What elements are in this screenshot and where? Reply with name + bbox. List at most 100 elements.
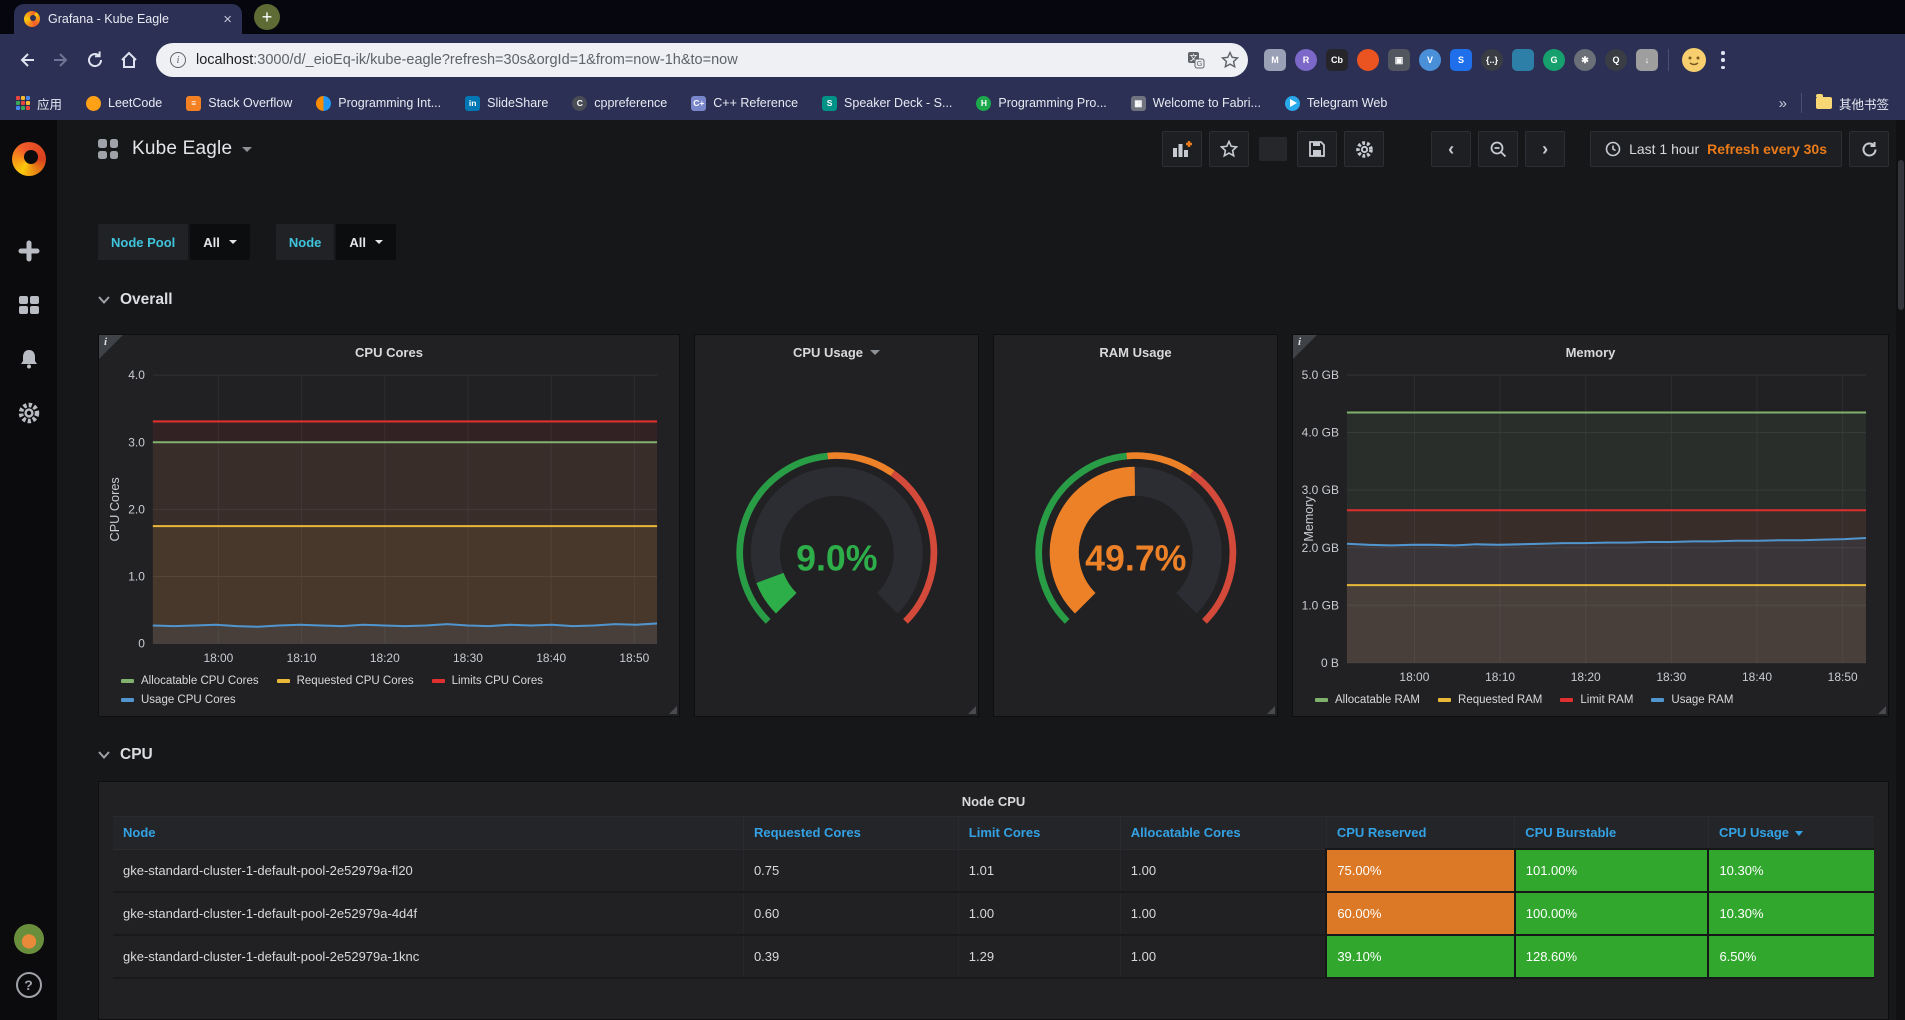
scrollbar-thumb[interactable] — [1898, 160, 1904, 310]
filter-value-dropdown[interactable]: All — [336, 224, 396, 260]
bookmark-star-icon[interactable] — [1218, 48, 1242, 72]
save-dashboard-button[interactable] — [1297, 131, 1337, 167]
column-header-node[interactable]: Node — [113, 817, 743, 850]
grafana-main: Kube Eagle ‹ — [57, 120, 1905, 1020]
scrollbar[interactable] — [1896, 120, 1905, 1020]
browser-profile-avatar[interactable] — [1679, 45, 1709, 75]
extension-grammarly-icon[interactable]: G — [1543, 49, 1565, 71]
column-header-cpu-usage[interactable]: CPU Usage — [1708, 817, 1874, 850]
time-picker-button[interactable]: Last 1 hour Refresh every 30s — [1590, 131, 1842, 167]
panel-info-icon[interactable]: i — [99, 335, 123, 359]
panel-resize-handle[interactable] — [968, 706, 976, 714]
extension-shield-m-icon[interactable]: M — [1264, 49, 1286, 71]
column-header-cpu-burstable[interactable]: CPU Burstable — [1515, 817, 1709, 850]
dashboard-settings-button[interactable] — [1344, 131, 1384, 167]
create-plus-icon[interactable] — [0, 224, 57, 278]
panel-title[interactable]: RAM Usage — [1002, 339, 1269, 365]
extension-r-icon[interactable]: R — [1295, 49, 1317, 71]
column-header-limit-cores[interactable]: Limit Cores — [958, 817, 1120, 850]
translate-icon[interactable]: 文G — [1184, 48, 1208, 72]
extension-v-icon[interactable]: V — [1419, 49, 1441, 71]
reload-button[interactable] — [80, 45, 110, 75]
star-dashboard-button[interactable] — [1209, 131, 1249, 167]
bookmark-hackerrank[interactable]: HProgramming Pro... — [976, 94, 1106, 113]
panel-menu-caret-icon[interactable] — [870, 350, 880, 355]
panel-title[interactable]: CPU Usage — [703, 339, 970, 365]
legend-item[interactable]: Requested CPU Cores — [277, 673, 414, 689]
bookmark-stackoverflow[interactable]: ≡Stack Overflow — [186, 94, 292, 113]
configuration-gear-icon[interactable] — [0, 386, 57, 440]
svg-text:18:20: 18:20 — [1571, 670, 1601, 684]
sort-desc-icon — [1795, 831, 1803, 836]
column-header-cpu-reserved[interactable]: CPU Reserved — [1326, 817, 1514, 850]
panel-resize-handle[interactable] — [669, 706, 677, 714]
dashboards-icon[interactable] — [0, 278, 57, 332]
legend-item[interactable]: Allocatable CPU Cores — [121, 673, 259, 689]
column-header-requested-cores[interactable]: Requested Cores — [743, 817, 958, 850]
zoom-out-button[interactable] — [1478, 131, 1518, 167]
bookmark-slideshare[interactable]: inSlideShare — [465, 94, 548, 113]
bookmark-cppreference[interactable]: Ccppreference — [572, 94, 667, 113]
browser-menu-icon[interactable] — [1721, 51, 1725, 69]
bookmark-swirl-logo[interactable]: Programming Int... — [316, 94, 441, 113]
panel-info-icon[interactable]: i — [1293, 335, 1317, 359]
legend-item[interactable]: Limit RAM — [1560, 692, 1633, 708]
bookmark-apps-grid[interactable]: 应用 — [16, 94, 62, 113]
extension-floppy-icon[interactable]: ▣ — [1388, 49, 1410, 71]
browser-tab[interactable]: Grafana - Kube Eagle × — [14, 4, 242, 34]
bookmark-cpp-reference[interactable]: C+C++ Reference — [691, 94, 798, 113]
panel-title[interactable]: CPU Cores — [107, 339, 671, 365]
legend-item[interactable]: Limits CPU Cores — [432, 673, 543, 689]
help-icon[interactable]: ? — [16, 972, 42, 998]
dashboard-squares-icon[interactable] — [98, 139, 118, 159]
tab-close-icon[interactable]: × — [223, 12, 232, 27]
extension-ubuntu-icon[interactable] — [1357, 49, 1379, 71]
share-dashboard-button[interactable] — [1259, 137, 1287, 161]
add-panel-button[interactable] — [1162, 131, 1202, 167]
user-avatar[interactable] — [14, 924, 44, 954]
extension-download-icon[interactable]: ↓ — [1636, 49, 1658, 71]
panel-title[interactable]: Memory — [1301, 339, 1880, 365]
table-panel-title[interactable]: Node CPU — [113, 792, 1874, 816]
back-button[interactable] — [12, 45, 42, 75]
bookmark-leetcode[interactable]: LeetCode — [86, 94, 162, 113]
extension-braces-icon[interactable]: {..} — [1481, 49, 1503, 71]
bookmark-telegram[interactable]: Telegram Web — [1285, 94, 1387, 113]
time-back-button[interactable]: ‹ — [1431, 131, 1471, 167]
legend-item[interactable]: Allocatable RAM — [1315, 692, 1420, 708]
bookmark-label: Programming Int... — [338, 96, 441, 110]
time-forward-button[interactable]: › — [1525, 131, 1565, 167]
extension-cb-icon[interactable]: Cb — [1326, 49, 1348, 71]
panel-resize-handle[interactable] — [1878, 706, 1886, 714]
legend-item[interactable]: Requested RAM — [1438, 692, 1542, 708]
legend-item[interactable]: Usage RAM — [1651, 692, 1733, 708]
dashboard-title[interactable]: Kube Eagle — [132, 138, 232, 160]
forward-button[interactable] — [46, 45, 76, 75]
section-cpu[interactable]: CPU — [98, 743, 1889, 767]
home-button[interactable] — [114, 45, 144, 75]
new-tab-button[interactable]: + — [254, 4, 280, 30]
page-info-icon[interactable]: i — [170, 52, 186, 68]
cell-allocatable-cores: 1.00 — [1120, 892, 1326, 935]
legend-item[interactable]: Usage CPU Cores — [121, 692, 236, 708]
grafana-logo-icon[interactable] — [12, 142, 46, 176]
panel-resize-handle[interactable] — [1267, 706, 1275, 714]
filter-value-dropdown[interactable]: All — [190, 224, 250, 260]
legend-label: Usage CPU Cores — [141, 692, 236, 708]
url-bar[interactable]: i localhost:3000/d/_eioEq-ik/kube-eagle?… — [156, 43, 1248, 77]
refresh-dashboard-button[interactable] — [1849, 131, 1889, 167]
bookmarks-overflow-icon[interactable]: » — [1779, 95, 1787, 112]
extension-octosearch-icon[interactable]: Q — [1605, 49, 1627, 71]
other-bookmarks-folder[interactable]: 其他书签 — [1816, 94, 1889, 113]
bookmark-building[interactable]: ▦Welcome to Fabri... — [1131, 94, 1261, 113]
section-overall[interactable]: Overall — [98, 288, 1889, 312]
extension-box-icon[interactable] — [1512, 49, 1534, 71]
column-header-allocatable-cores[interactable]: Allocatable Cores — [1120, 817, 1326, 850]
alerting-bell-icon[interactable] — [0, 332, 57, 386]
extension-gear-icon[interactable]: ✱ — [1574, 49, 1596, 71]
extension-s-icon[interactable]: S — [1450, 49, 1472, 71]
svg-text:18:20: 18:20 — [370, 651, 400, 665]
legend-swatch-icon — [277, 679, 290, 683]
dashboard-title-caret-icon[interactable] — [242, 147, 252, 152]
bookmark-speakerdeck[interactable]: SSpeaker Deck - S... — [822, 94, 952, 113]
